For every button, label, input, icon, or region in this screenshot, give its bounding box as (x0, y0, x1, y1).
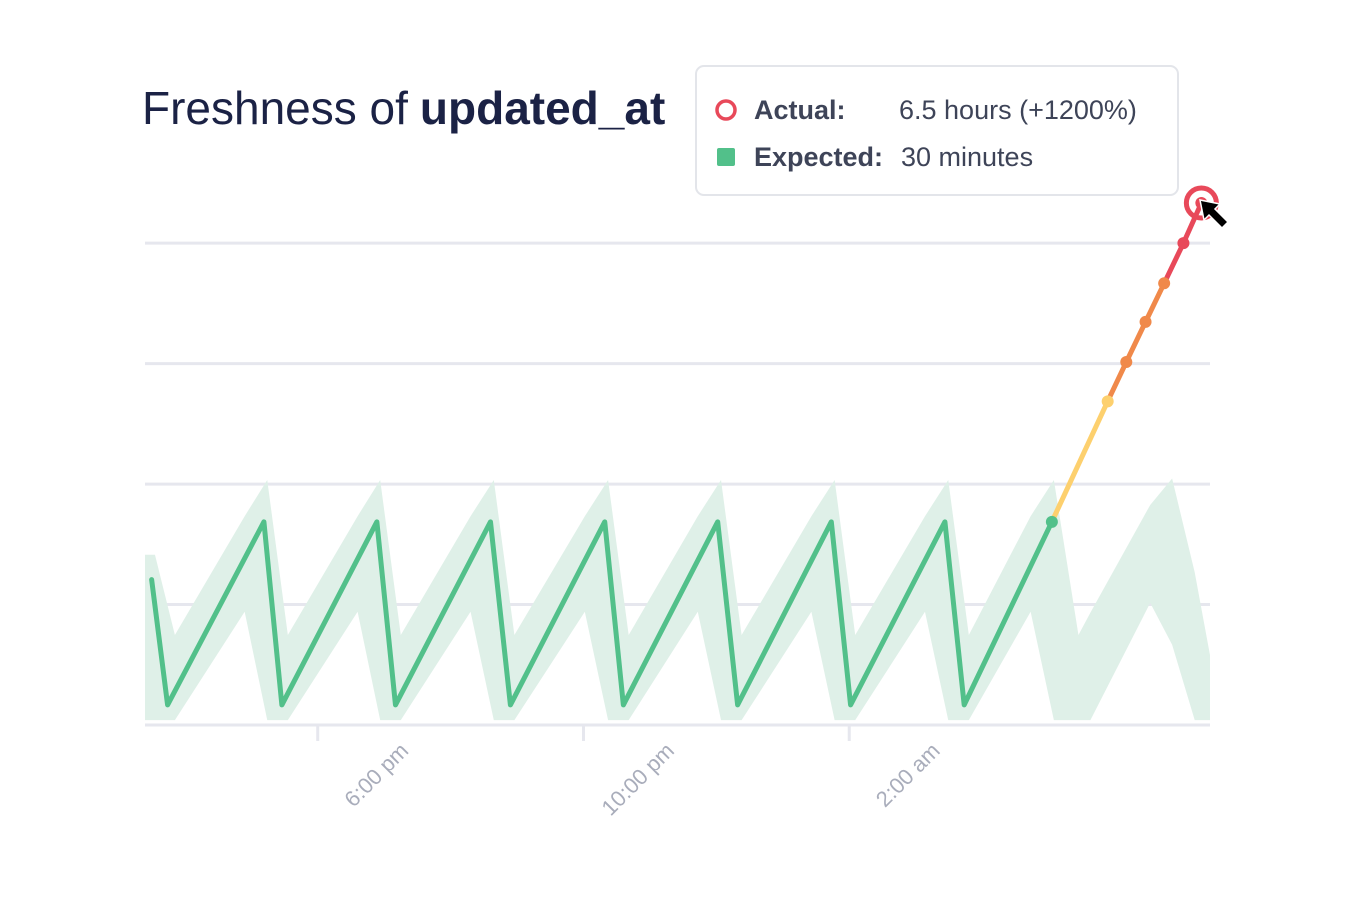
line-segment (1161, 240, 1186, 286)
line-segment (1049, 398, 1111, 525)
cursor (1199, 199, 1230, 230)
tooltip: Actual: 6.5 hours (+1200%) Expected: 30 … (695, 65, 1179, 196)
data-point (1177, 237, 1190, 250)
chart-title: Freshness of updated_at (142, 82, 665, 134)
x-tick-label: 6:00 pm (339, 738, 413, 812)
x-tick-label: 2:00 am (871, 738, 945, 812)
plot-area: 6:00 pm 10:00 pm 2:00 am (145, 185, 1219, 821)
tooltip-expected-icon (717, 148, 735, 166)
expected-line (149, 519, 1055, 708)
tooltip-value: 6.5 hours (+1200%) (899, 95, 1137, 125)
line-segment (1105, 359, 1129, 404)
data-point (1101, 395, 1114, 408)
data-point (1120, 356, 1133, 369)
tooltip-label: Actual: (754, 95, 846, 125)
tooltip-value: 30 minutes (901, 142, 1033, 172)
line-segment (1123, 319, 1149, 365)
data-point (1139, 315, 1152, 328)
tooltip-actual-icon (715, 99, 737, 121)
title-text: Freshness of (142, 82, 408, 134)
data-point (1158, 277, 1171, 290)
data-point (1045, 515, 1058, 528)
line-segment (1180, 200, 1204, 246)
tooltip-box (695, 65, 1179, 196)
x-tick-label: 10:00 pm (596, 738, 679, 821)
title-field: updated_at (420, 82, 665, 134)
line-segment (1143, 280, 1167, 325)
tooltip-label: Expected: (754, 142, 883, 172)
